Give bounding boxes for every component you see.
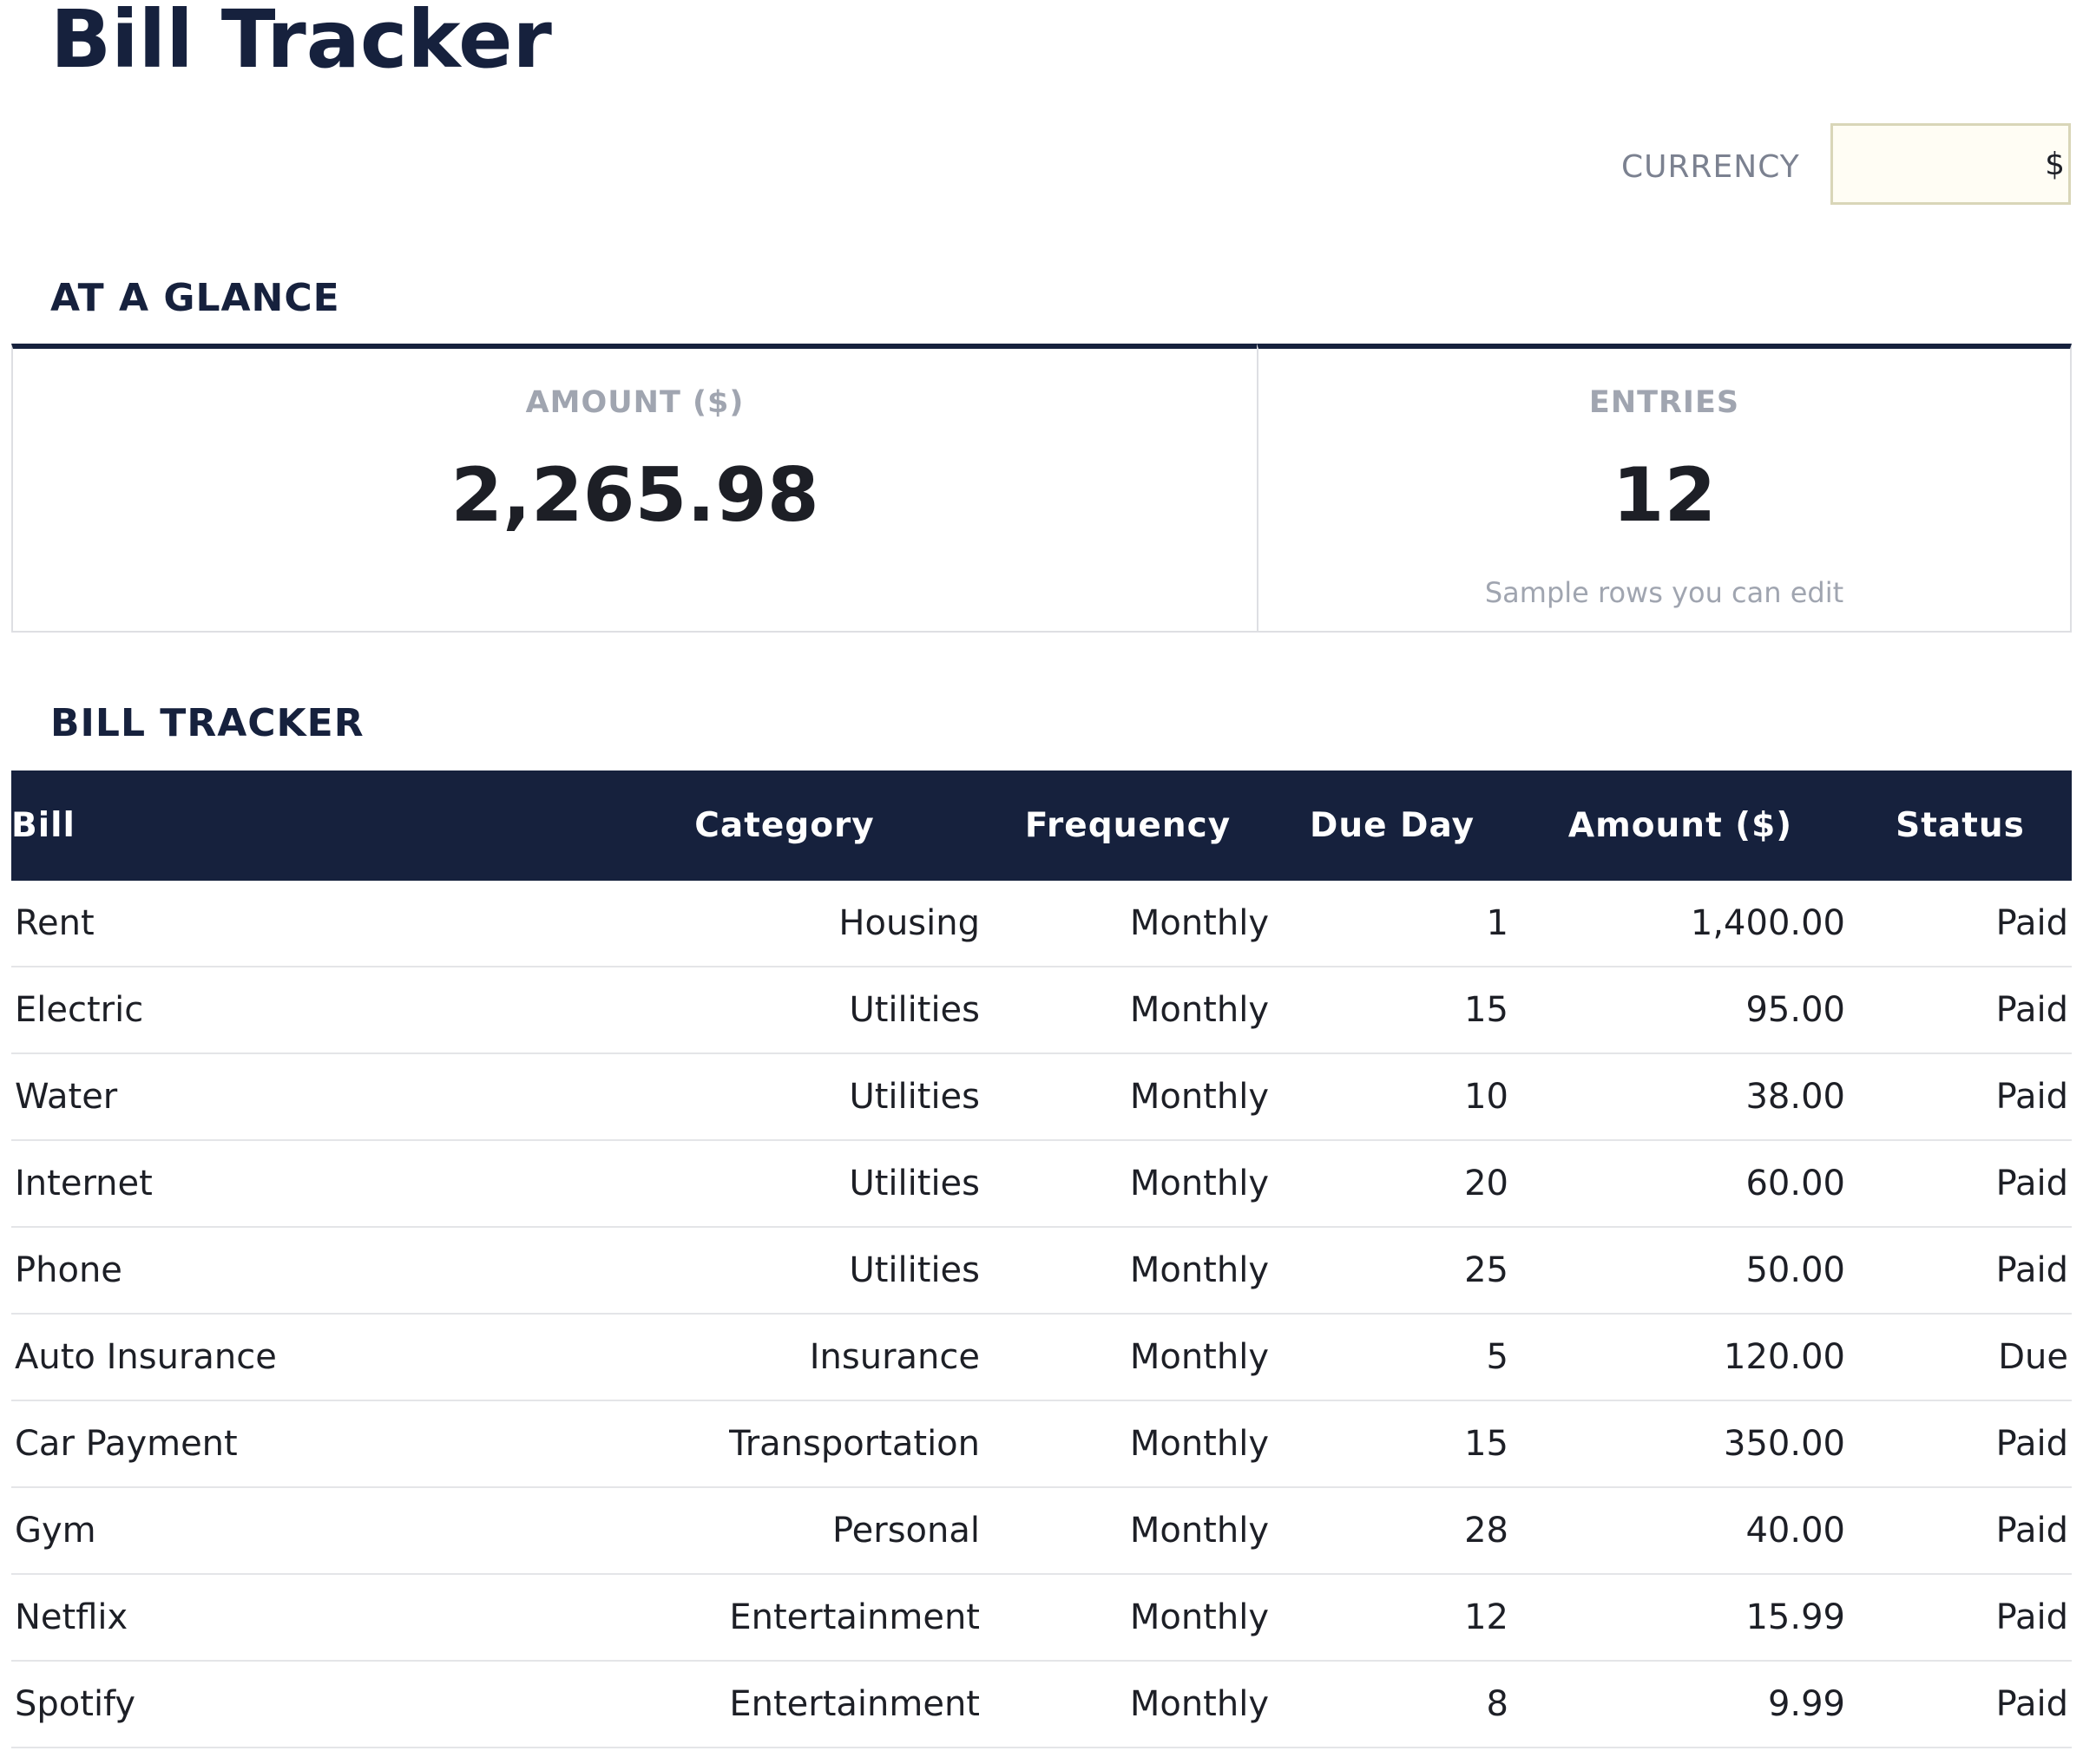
bill-cell[interactable]: Gym (11, 1487, 586, 1575)
due-day-cell[interactable]: 15 (1272, 1400, 1512, 1488)
bill-cell[interactable]: Netflix (11, 1574, 586, 1662)
table-row: Car Payment Transportation Monthly 15 35… (11, 1400, 2072, 1488)
frequency-cell[interactable]: Monthly (983, 1400, 1272, 1488)
frequency-cell[interactable]: Monthly (983, 1140, 1272, 1228)
bill-cell[interactable]: Car Payment (11, 1400, 586, 1488)
status-cell[interactable]: Paid (1849, 1053, 2072, 1141)
due-day-cell[interactable]: 15 (1272, 967, 1512, 1054)
table-row: Rent Housing Monthly 1 1,400.00 Paid (11, 881, 2072, 967)
column-header-status[interactable]: Status (1849, 771, 2072, 881)
currency-label: CURRENCY (1621, 149, 1800, 185)
due-day-cell[interactable]: 12 (1272, 1574, 1512, 1662)
status-cell[interactable]: Paid (1849, 1140, 2072, 1228)
category-cell[interactable]: Utilities (586, 967, 983, 1054)
category-cell[interactable]: Entertainment (586, 1574, 983, 1662)
status-cell[interactable]: Paid (1849, 1574, 2072, 1662)
amount-value: 2,265.98 (450, 452, 819, 539)
due-day-cell[interactable]: 28 (1272, 1487, 1512, 1575)
currency-input[interactable] (1830, 123, 2071, 205)
column-header-due-day[interactable]: Due Day (1272, 771, 1512, 881)
status-cell[interactable]: Due (1849, 1314, 2072, 1401)
bill-cell[interactable]: Internet (11, 1140, 586, 1228)
entries-label: ENTRIES (1588, 385, 1740, 420)
due-day-cell[interactable]: 25 (1272, 1227, 1512, 1315)
amount-card: AMOUNT ($) 2,265.98 (11, 344, 1258, 633)
table-row: Gym Personal Monthly 28 40.00 Paid (11, 1487, 2072, 1575)
category-cell[interactable]: Utilities (586, 1053, 983, 1141)
column-header-bill[interactable]: Bill (11, 771, 586, 881)
amount-cell[interactable]: 40.00 (1512, 1487, 1849, 1575)
column-header-category[interactable]: Category (586, 771, 983, 881)
status-cell[interactable]: Paid (1849, 881, 2072, 967)
frequency-cell[interactable]: Monthly (983, 1574, 1272, 1662)
column-header-amount[interactable]: Amount ($) (1512, 771, 1849, 881)
glance-heading: AT A GLANCE (50, 276, 340, 320)
entries-value: 12 (1612, 452, 1717, 539)
bill-cell[interactable]: Water (11, 1053, 586, 1141)
amount-cell[interactable]: 15.99 (1512, 1574, 1849, 1662)
amount-cell[interactable]: 350.00 (1512, 1400, 1849, 1488)
status-cell[interactable]: Paid (1849, 1400, 2072, 1488)
page-title: Bill Tracker (50, 0, 552, 86)
tracker-heading: BILL TRACKER (50, 701, 365, 745)
status-cell[interactable]: Paid (1849, 1487, 2072, 1575)
amount-cell[interactable]: 9.99 (1512, 1661, 1849, 1748)
bill-cell[interactable]: Phone (11, 1227, 586, 1315)
amount-cell[interactable]: 38.00 (1512, 1053, 1849, 1141)
due-day-cell[interactable]: 8 (1272, 1661, 1512, 1748)
category-cell[interactable]: Insurance (586, 1314, 983, 1401)
frequency-cell[interactable]: Monthly (983, 881, 1272, 967)
table-row: Water Utilities Monthly 10 38.00 Paid (11, 1053, 2072, 1141)
status-cell[interactable]: Paid (1849, 967, 2072, 1054)
column-header-frequency[interactable]: Frequency (983, 771, 1272, 881)
bill-cell[interactable]: Rent (11, 881, 586, 967)
table-header-row: Bill Category Frequency Due Day Amount (… (11, 771, 2072, 881)
amount-cell[interactable]: 60.00 (1512, 1140, 1849, 1228)
due-day-cell[interactable]: 10 (1272, 1053, 1512, 1141)
frequency-cell[interactable]: Monthly (983, 1661, 1272, 1748)
entries-note: Sample rows you can edit (1484, 576, 1844, 609)
table-row: Netflix Entertainment Monthly 12 15.99 P… (11, 1574, 2072, 1662)
bill-cell[interactable]: Auto Insurance (11, 1314, 586, 1401)
table-row: Phone Utilities Monthly 25 50.00 Paid (11, 1227, 2072, 1315)
amount-label: AMOUNT ($) (525, 385, 745, 420)
amount-cell[interactable]: 50.00 (1512, 1227, 1849, 1315)
frequency-cell[interactable]: Monthly (983, 1227, 1272, 1315)
amount-cell[interactable]: 95.00 (1512, 967, 1849, 1054)
category-cell[interactable]: Personal (586, 1487, 983, 1575)
status-cell[interactable]: Paid (1849, 1227, 2072, 1315)
amount-cell[interactable]: 1,400.00 (1512, 881, 1849, 967)
frequency-cell[interactable]: Monthly (983, 1487, 1272, 1575)
category-cell[interactable]: Transportation (586, 1400, 983, 1488)
category-cell[interactable]: Utilities (586, 1227, 983, 1315)
bill-table: Bill Category Frequency Due Day Amount (… (11, 771, 2072, 1748)
bill-cell[interactable]: Spotify (11, 1661, 586, 1748)
category-cell[interactable]: Utilities (586, 1140, 983, 1228)
frequency-cell[interactable]: Monthly (983, 1314, 1272, 1401)
due-day-cell[interactable]: 5 (1272, 1314, 1512, 1401)
table-row: Auto Insurance Insurance Monthly 5 120.0… (11, 1314, 2072, 1401)
amount-cell[interactable]: 120.00 (1512, 1314, 1849, 1401)
bill-cell[interactable]: Electric (11, 967, 586, 1054)
table-row: Internet Utilities Monthly 20 60.00 Paid (11, 1140, 2072, 1228)
category-cell[interactable]: Housing (586, 881, 983, 967)
category-cell[interactable]: Entertainment (586, 1661, 983, 1748)
due-day-cell[interactable]: 20 (1272, 1140, 1512, 1228)
frequency-cell[interactable]: Monthly (983, 967, 1272, 1054)
table-row: Spotify Entertainment Monthly 8 9.99 Pai… (11, 1661, 2072, 1748)
table-row: Electric Utilities Monthly 15 95.00 Paid (11, 967, 2072, 1054)
entries-card: ENTRIES 12 Sample rows you can edit (1257, 344, 2072, 633)
frequency-cell[interactable]: Monthly (983, 1053, 1272, 1141)
status-cell[interactable]: Paid (1849, 1661, 2072, 1748)
due-day-cell[interactable]: 1 (1272, 881, 1512, 967)
